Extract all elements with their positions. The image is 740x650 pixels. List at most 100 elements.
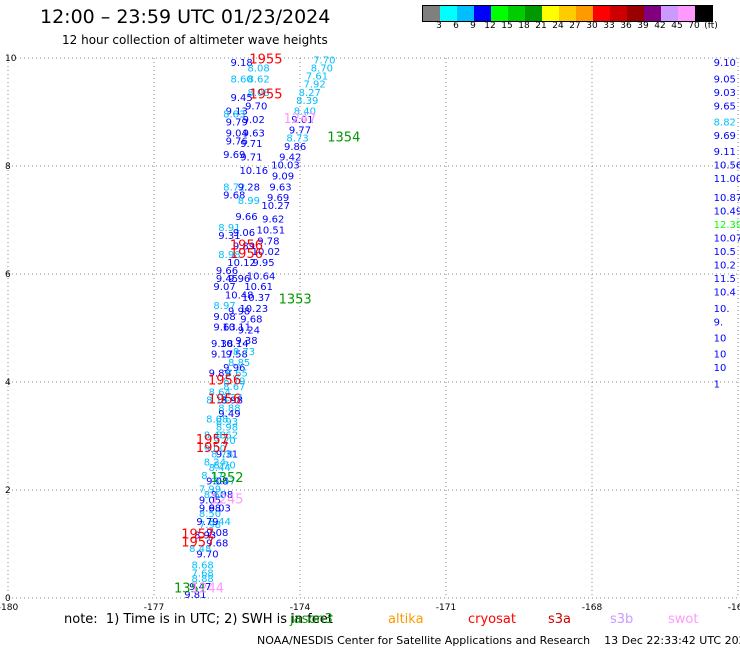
pass-time-label: 1956 [208,374,241,389]
color-scale-swatch [542,6,559,21]
wave-height-label: 10.16 [239,166,268,177]
pass-time-label: 1956 [208,393,241,408]
wave-height-label: 8.70 [213,460,235,471]
wave-height-label: 8.88 [192,574,214,585]
color-scale-swatch [525,6,542,21]
color-scale-label: 3 [436,21,442,31]
wave-height-label: 8.88 [218,404,240,415]
y-tick-label: 4 [5,378,11,388]
y-tick-label: 2 [5,486,11,496]
wave-height-label: 10.2 [714,261,736,272]
wave-height-label: 9.69 [223,150,245,161]
wave-height-label: 8.78 [211,450,233,461]
wave-height-label: 9.42 [279,153,301,164]
color-scale-bar [422,5,713,22]
wave-height-label: 9.76 [226,136,248,147]
pass-time-label: 1955 [249,52,282,67]
wave-height-label: 8.93 [194,531,216,542]
wave-height-label: 10.07 [714,234,740,245]
wave-height-label: 8.44 [209,517,231,528]
chart-title: 12:00 – 23:59 UTC 01/23/2024 [40,6,331,28]
wave-height-label: 8.79 [223,377,245,388]
wave-height-label: 9.79 [226,118,248,129]
wave-height-label: 1 [714,379,720,390]
color-scale-swatch [423,6,440,21]
wave-height-label: 8.40 [294,107,316,118]
color-scale-swatch [678,6,695,21]
wave-height-label: 8.48 [204,431,226,442]
wave-height-label: 9.78 [257,236,279,247]
wave-height-label: 8.15 [206,396,228,407]
wave-height-label: 9. [714,317,724,328]
legend-item-s3b: s3b [610,612,634,627]
wave-height-label: 9.65 [714,101,736,112]
pass-time-label: 1957 [181,536,214,551]
data-marks: 9.188.088.608.628.089.459.709.138.839.79… [174,52,740,598]
color-scale-label: (ft) [704,21,718,31]
wave-height-label: 8.98 [216,423,238,434]
color-scale-swatch [695,6,712,21]
color-scale-label: 21 [535,21,547,31]
wave-height-label: 7.68 [192,568,214,579]
color-scale-swatch [610,6,627,21]
wave-height-label: 10.49 [714,207,740,218]
footer-credit: NOAA/NESDIS Center for Satellite Applica… [257,634,740,647]
wave-height-label: 9.63 [213,323,235,334]
color-scale-swatch [661,6,678,21]
wave-height-label: 9.89 [209,369,231,380]
wave-height-label: 9.38 [211,339,233,350]
wave-height-label: 8.98 [221,396,243,407]
wave-height-label: 7.70 [313,55,335,66]
pass-time-label: 1351 [174,582,207,597]
wave-height-label: 9.24 [221,393,243,404]
color-scale-label: 33 [603,21,615,31]
wave-height-label: 9.09 [272,172,294,183]
pass-time-label: 1354 [327,131,360,146]
wave-height-label: 9.06 [233,228,255,239]
wave-height-label: 8.24 [204,458,226,469]
pass-time-label: 1957 [181,528,214,543]
wave-height-label: 9.08 [206,477,228,488]
wave-height-label: 10.11 [222,323,251,334]
wave-height-label: 8.62 [248,74,270,85]
wave-height-label: 8.50 [199,509,221,520]
wave-height-label: 10.14 [220,339,249,350]
legend-item-altika: altika [388,612,424,627]
wave-height-label: 9.24 [238,325,260,336]
wave-height-label: 8.83 [223,109,245,120]
wave-height-label: 9.02 [243,115,265,126]
wave-height-label: 9.04 [226,128,248,139]
wave-height-label: 8.85 [228,358,250,369]
wave-height-label: 9.38 [235,336,257,347]
wave-height-label: 8.73 [286,134,308,145]
pass-time-label: 1957 [196,433,229,448]
wave-height-label: 7.99 [199,485,221,496]
wave-height-label: 9.28 [238,182,260,193]
color-scale-label: 36 [620,21,632,31]
wave-height-label: 9.66 [216,266,238,277]
wave-height-label: 8.44 [209,463,231,474]
legend-item-cryosat: cryosat [468,612,516,627]
wave-height-label: 10 [714,350,727,361]
wave-height-label: 9.69 [267,193,289,204]
wave-height-label: 9.18 [230,58,252,69]
color-scale-swatch [474,6,491,21]
wave-height-label: 9.95 [252,258,274,269]
footer-note: note: 1) Time is in UTC; 2) SWH is in fe… [64,612,333,627]
wave-height-label: 10.12 [227,258,256,269]
wave-height-label: 9.62 [262,215,284,226]
wave-height-label: 8.27 [299,88,321,99]
wave-height-label: 9.96 [223,363,245,374]
color-scale-label: 45 [671,21,683,31]
wave-height-label: 9.05 [199,496,221,507]
wave-height-label: 10.37 [242,293,271,304]
wave-height-label: 10.4 [714,288,736,299]
pass-time-label: 1352 [210,471,243,486]
wave-height-label: 8.60 [230,74,252,85]
wave-height-label: 10.48 [225,290,254,301]
wave-height-label: 9.07 [213,282,235,293]
wave-height-label: 8.91 [218,223,240,234]
y-tick-label: 10 [5,54,17,64]
wave-height-label: 8.47 [213,477,235,488]
wave-height-label: 9.31 [218,231,240,242]
